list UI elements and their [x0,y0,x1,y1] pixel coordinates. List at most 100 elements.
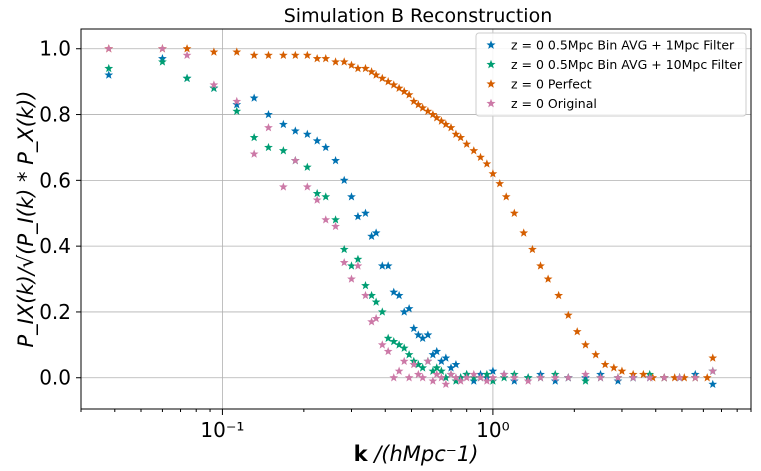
data-point [670,373,680,382]
data-point [499,369,509,379]
data-point [428,366,438,375]
y-tick-label: 0.6 [39,168,71,192]
data-point [432,369,442,379]
data-point [418,103,428,112]
data-point [347,261,356,270]
data-point [347,60,356,69]
data-point [361,281,370,290]
data-point [367,67,376,76]
data-point [353,211,363,221]
data-point [394,366,404,375]
data-point [708,366,718,375]
data-point [488,366,498,375]
data-point [339,244,349,254]
data-point [437,356,446,366]
data-point [432,346,442,356]
data-point [476,373,485,382]
data-point [563,373,573,382]
data-point [312,188,322,198]
data-point [331,156,340,165]
data-point [572,327,582,336]
data-point [482,369,492,379]
y-tick-label: 0.8 [39,103,71,127]
data-point [312,136,322,145]
data-point [413,359,423,369]
legend-marker [486,79,496,88]
data-point [367,231,376,240]
data-point [554,290,564,300]
data-point [361,208,370,217]
data-point [312,54,322,63]
data-point [232,100,242,109]
data-point [377,340,387,349]
data-point [469,369,479,379]
data-point [413,100,423,109]
data-point [679,373,689,382]
legend: z = 0 0.5Mpc Bin AVG + 1Mpc Filter z = 0 … [475,32,747,117]
data-point [389,336,399,346]
data-point [409,359,419,369]
data-point [441,353,451,362]
data-point [413,369,423,379]
data-point [482,159,492,168]
data-point [361,290,370,300]
data-point [394,340,404,349]
data-point [367,290,376,300]
data-point [371,228,381,237]
data-point [394,83,404,92]
data-point [628,373,638,382]
data-point [290,50,300,60]
data-point [331,57,340,66]
x-tick-label: 10⁻¹ [200,418,244,442]
data-point [321,54,331,63]
data-point [321,142,331,152]
data-point [353,63,363,73]
data-point [423,330,433,339]
data-point [264,109,273,119]
data-point [708,353,718,362]
data-point [389,80,399,89]
data-point [394,290,404,300]
data-point [158,57,167,66]
y-tick-label: 0.4 [39,234,71,258]
data-point [476,152,485,162]
data-point [432,363,442,372]
data-point [550,373,560,382]
data-point [249,93,259,102]
data-point [469,373,479,382]
data-point [404,90,414,99]
data-point [441,373,451,382]
data-point [462,373,472,382]
data-point [600,359,610,369]
data-point [536,261,545,270]
data-point [446,363,456,372]
data-point [290,156,300,165]
legend-label: z = 0 Perfect [511,77,592,92]
y-axis-label: P_IX(k)/√(P_I(k) * P_X(k)) [14,91,39,348]
y-tick-label: 1.0 [39,37,71,61]
data-point [509,208,519,217]
data-point [499,373,509,382]
data-point [302,50,312,60]
data-points [104,44,718,389]
data-point [399,86,409,96]
data-point [353,261,363,270]
data-point [290,126,300,135]
data-point [409,323,419,333]
data-point [399,307,409,316]
data-point [456,132,466,142]
data-point [418,363,428,372]
data-point [264,123,273,132]
data-point [182,50,192,60]
data-point [371,297,381,306]
data-point [659,373,669,382]
data-point [451,129,461,138]
data-point [232,96,242,106]
data-point [409,96,419,106]
data-point [353,254,363,264]
data-point [383,77,393,86]
data-point [104,44,114,53]
data-point [543,274,553,283]
data-point [278,182,288,191]
data-point [361,63,370,73]
